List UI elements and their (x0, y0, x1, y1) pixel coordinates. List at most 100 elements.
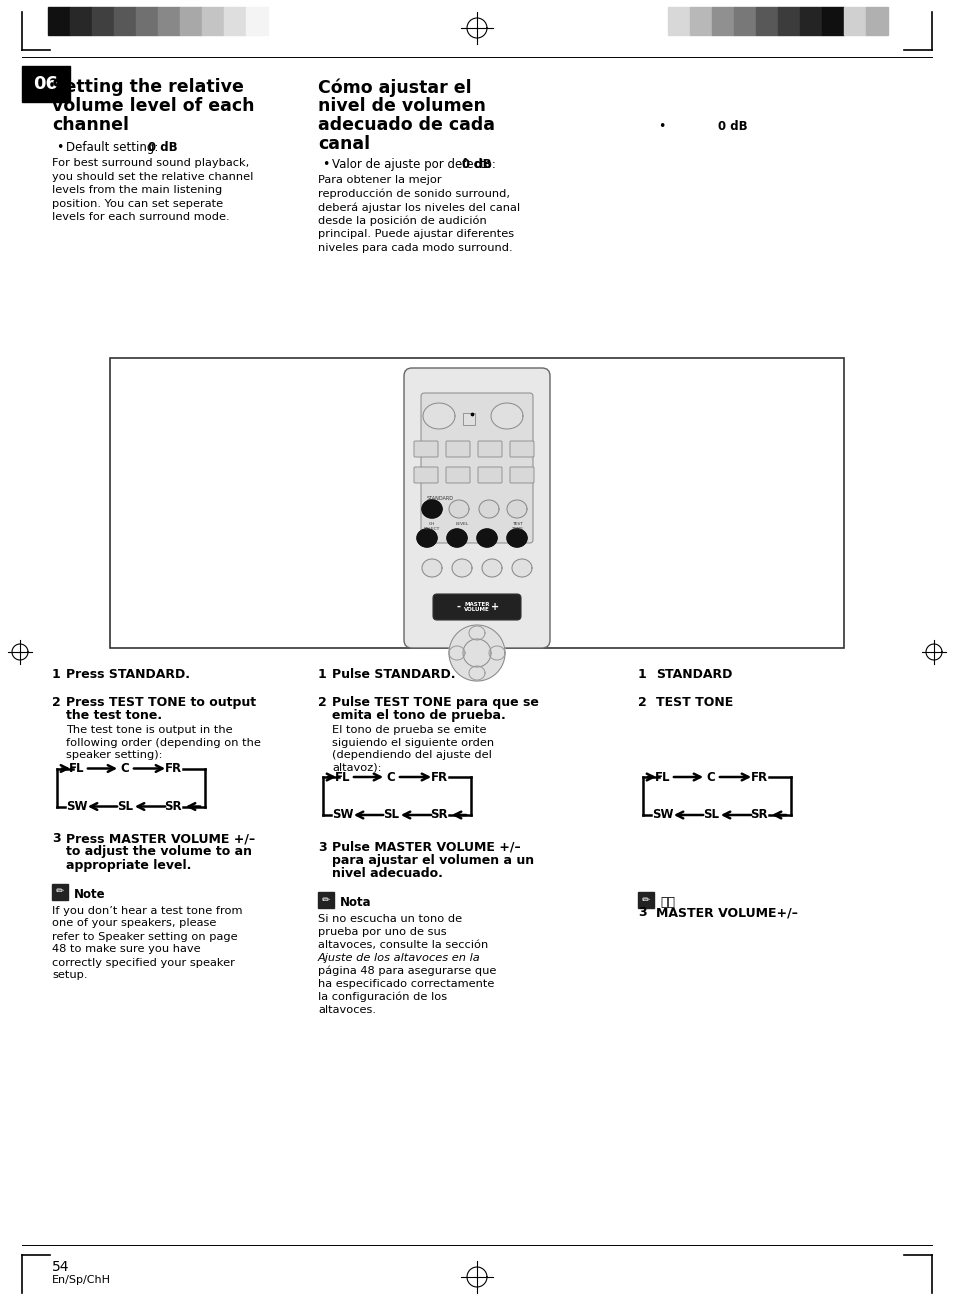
Text: Si no escucha un tono de: Si no escucha un tono de (317, 913, 461, 924)
Polygon shape (421, 559, 441, 577)
Text: SR: SR (749, 809, 767, 822)
Text: SL: SL (117, 800, 132, 813)
Text: 1: 1 (52, 668, 61, 681)
Text: you should set the relative channel: you should set the relative channel (52, 171, 253, 181)
FancyBboxPatch shape (446, 467, 470, 483)
Polygon shape (416, 529, 436, 547)
Text: refer to Speaker setting on page: refer to Speaker setting on page (52, 932, 237, 941)
Bar (755, 7, 778, 35)
Bar (317, 893, 334, 908)
Text: •: • (322, 158, 329, 171)
Bar (462, 412, 475, 425)
Text: SR: SR (430, 809, 447, 822)
Bar (778, 7, 800, 35)
FancyBboxPatch shape (414, 467, 437, 483)
Bar (158, 7, 180, 35)
Text: SL: SL (702, 809, 719, 822)
Text: STANDARD: STANDARD (656, 668, 732, 681)
Bar (865, 7, 887, 35)
Text: SW: SW (332, 809, 354, 822)
Text: FL: FL (70, 762, 85, 775)
Text: levels from the main listening: levels from the main listening (52, 185, 222, 194)
Text: desde la posición de audición: desde la posición de audición (317, 215, 486, 226)
Polygon shape (462, 639, 491, 667)
Text: Pulse STANDARD.: Pulse STANDARD. (332, 668, 455, 681)
Text: altavoces, consulte la sección: altavoces, consulte la sección (317, 940, 488, 950)
Text: adecuado de cada: adecuado de cada (317, 116, 495, 134)
Text: If you don’t hear a test tone from: If you don’t hear a test tone from (52, 906, 242, 916)
Text: 2: 2 (52, 696, 61, 709)
Text: appropriate level.: appropriate level. (66, 859, 192, 872)
Text: página 48 para asegurarse que: página 48 para asegurarse que (317, 966, 496, 976)
Text: ✏: ✏ (321, 895, 330, 904)
Text: 1: 1 (317, 668, 327, 681)
Text: Nota: Nota (339, 897, 372, 910)
Text: ✏: ✏ (56, 886, 64, 897)
Text: C: C (386, 770, 395, 783)
Text: SL: SL (382, 809, 398, 822)
Text: Cómo ajustar el: Cómo ajustar el (317, 78, 471, 97)
Text: 3: 3 (52, 833, 61, 846)
Text: FR: FR (164, 762, 181, 775)
Text: CH
SELECT: CH SELECT (423, 522, 439, 531)
Text: 2: 2 (638, 696, 646, 709)
Bar (711, 7, 733, 35)
Text: the test tone.: the test tone. (66, 709, 162, 722)
Bar (843, 7, 865, 35)
FancyBboxPatch shape (477, 441, 501, 457)
Text: volume level of each: volume level of each (52, 97, 254, 115)
Text: 0 dB: 0 dB (461, 158, 491, 171)
Text: FL: FL (655, 770, 670, 783)
Text: Note: Note (74, 887, 106, 900)
Text: nivel de volumen: nivel de volumen (317, 97, 485, 115)
Bar (22, 67, 70, 102)
Text: following order (depending on the: following order (depending on the (66, 737, 260, 748)
Bar (91, 7, 113, 35)
Bar (70, 7, 91, 35)
Bar (202, 7, 224, 35)
Text: 1: 1 (638, 668, 646, 681)
Text: 48 to make sure you have: 48 to make sure you have (52, 945, 200, 954)
Text: 注意: 注意 (659, 897, 675, 910)
Text: channel: channel (52, 116, 129, 134)
Bar (48, 7, 70, 35)
Text: MASTER
VOLUME: MASTER VOLUME (464, 602, 489, 612)
Bar (52, 883, 68, 899)
Bar (113, 7, 136, 35)
Bar (733, 7, 755, 35)
Text: TEST TONE: TEST TONE (656, 696, 733, 709)
Text: Para obtener la mejor: Para obtener la mejor (317, 175, 441, 185)
Text: 54: 54 (52, 1261, 70, 1274)
Text: altavoz):: altavoz): (332, 762, 381, 773)
Text: 3: 3 (317, 840, 326, 853)
Text: principal. Puede ajustar diferentes: principal. Puede ajustar diferentes (317, 228, 514, 239)
Text: SR: SR (164, 800, 182, 813)
Text: LEVEL: LEVEL (455, 522, 468, 526)
Text: to adjust the volume to an: to adjust the volume to an (66, 846, 252, 859)
Text: 3: 3 (638, 906, 646, 919)
Text: Pulse TEST TONE para que se: Pulse TEST TONE para que se (332, 696, 538, 709)
Polygon shape (452, 559, 472, 577)
Text: +: + (491, 602, 498, 612)
Text: C: C (120, 762, 130, 775)
Text: MASTER VOLUME+/–: MASTER VOLUME+/– (656, 906, 797, 919)
Polygon shape (478, 500, 498, 518)
FancyBboxPatch shape (433, 594, 520, 620)
Text: •: • (658, 120, 664, 133)
Text: SW: SW (66, 800, 88, 813)
Polygon shape (506, 529, 526, 547)
Text: El tono de prueba se emite: El tono de prueba se emite (332, 726, 486, 735)
Bar (821, 7, 843, 35)
Text: En/Sp/ChH: En/Sp/ChH (52, 1275, 111, 1285)
Text: Press TEST TONE to output: Press TEST TONE to output (66, 696, 255, 709)
Text: reproducción de sonido surround,: reproducción de sonido surround, (317, 188, 510, 198)
Text: Valor de ajuste por defecto:: Valor de ajuste por defecto: (332, 158, 499, 171)
Text: emita el tono de prueba.: emita el tono de prueba. (332, 709, 505, 722)
Text: SW: SW (652, 809, 673, 822)
Text: C: C (706, 770, 715, 783)
Text: nivel adecuado.: nivel adecuado. (332, 867, 442, 880)
Text: ✏: ✏ (641, 895, 649, 904)
Polygon shape (449, 500, 469, 518)
Text: 2: 2 (317, 696, 327, 709)
Text: For best surround sound playback,: For best surround sound playback, (52, 158, 249, 168)
